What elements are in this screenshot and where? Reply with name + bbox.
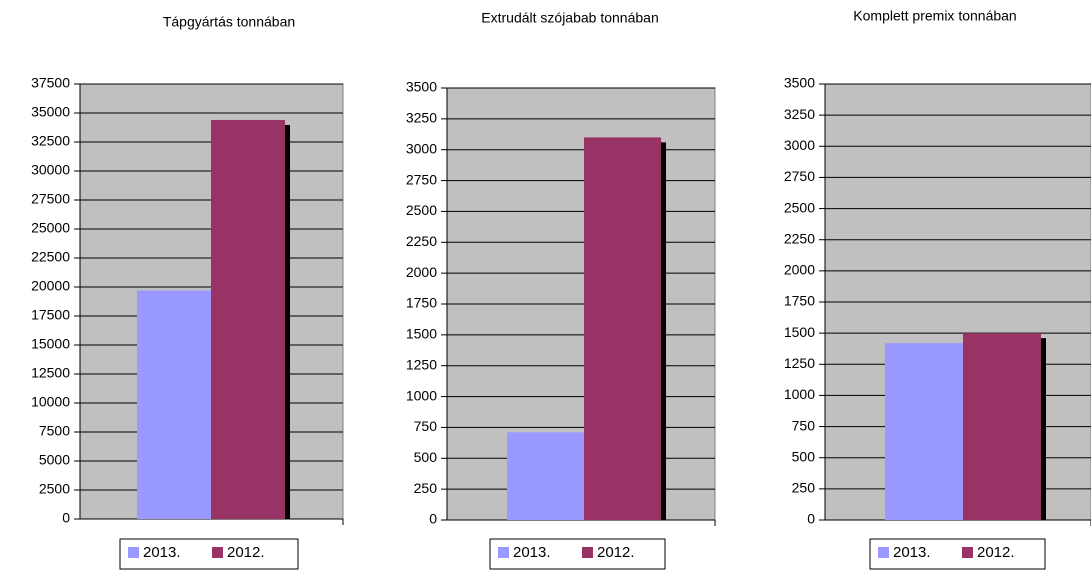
y-tick-label: 27500 xyxy=(31,191,70,207)
chart-title: Extrudált szójabab tonnában xyxy=(481,10,658,26)
y-tick-label: 32500 xyxy=(31,133,70,149)
legend-label: 2013. xyxy=(143,544,181,561)
y-tick-label: 35000 xyxy=(31,104,70,120)
y-tick-label: 1750 xyxy=(784,293,815,309)
bar xyxy=(963,333,1041,520)
y-tick-label: 3000 xyxy=(406,140,437,156)
legend-label: 2012. xyxy=(597,544,635,561)
y-tick-label: 0 xyxy=(429,511,437,527)
legend-swatch xyxy=(962,547,973,558)
y-tick-label: 1000 xyxy=(406,387,437,403)
y-tick-label: 500 xyxy=(792,448,816,464)
bar xyxy=(885,343,963,520)
y-tick-label: 3000 xyxy=(784,137,815,153)
bar xyxy=(137,290,211,519)
y-tick-label: 10000 xyxy=(31,394,70,410)
y-tick-label: 7500 xyxy=(39,423,70,439)
y-tick-label: 5000 xyxy=(39,452,70,468)
y-tick-label: 750 xyxy=(414,418,438,434)
y-tick-label: 2750 xyxy=(406,171,437,187)
y-tick-label: 1250 xyxy=(406,356,437,372)
legend xyxy=(489,538,666,570)
y-tick-label: 1000 xyxy=(784,386,815,402)
y-tick-label: 500 xyxy=(414,449,438,465)
y-tick-label: 1500 xyxy=(406,326,437,342)
legend-label: 2013. xyxy=(893,544,931,561)
y-tick-label: 3250 xyxy=(406,110,437,126)
y-tick-label: 3500 xyxy=(406,79,437,95)
y-tick-label: 2000 xyxy=(406,264,437,280)
y-tick-label: 3500 xyxy=(784,75,815,91)
y-tick-label: 0 xyxy=(807,511,815,527)
y-tick-label: 12500 xyxy=(31,365,70,381)
legend-swatch xyxy=(498,547,509,558)
y-tick-label: 2500 xyxy=(784,199,815,215)
y-tick-label: 2000 xyxy=(784,262,815,278)
legend xyxy=(119,538,299,570)
legend xyxy=(869,538,1046,570)
y-tick-label: 2250 xyxy=(784,230,815,246)
y-tick-label: 750 xyxy=(792,417,816,433)
chart-title: Tápgyártás tonnában xyxy=(163,14,295,30)
bar xyxy=(507,432,584,520)
y-tick-label: 2500 xyxy=(406,202,437,218)
legend-label: 2012. xyxy=(977,544,1015,561)
y-tick-label: 250 xyxy=(792,480,816,496)
y-tick-label: 1250 xyxy=(784,355,815,371)
y-tick-label: 20000 xyxy=(31,278,70,294)
legend-swatch xyxy=(212,547,223,558)
y-tick-label: 250 xyxy=(414,480,438,496)
legend-swatch xyxy=(128,547,139,558)
legend-swatch xyxy=(878,547,889,558)
y-tick-label: 2500 xyxy=(39,481,70,497)
y-tick-label: 22500 xyxy=(31,249,70,265)
y-tick-label: 2250 xyxy=(406,233,437,249)
bar xyxy=(211,119,285,520)
bar xyxy=(584,137,661,520)
y-tick-label: 17500 xyxy=(31,307,70,323)
legend-swatch xyxy=(582,547,593,558)
y-tick-label: 15000 xyxy=(31,336,70,352)
y-tick-label: 1750 xyxy=(406,295,437,311)
y-tick-label: 25000 xyxy=(31,220,70,236)
y-tick-label: 37500 xyxy=(31,75,70,91)
y-tick-label: 2750 xyxy=(784,168,815,184)
legend-label: 2012. xyxy=(227,544,265,561)
y-tick-label: 1500 xyxy=(784,324,815,340)
chart-title: Komplett premix tonnában xyxy=(853,8,1016,24)
y-tick-label: 0 xyxy=(62,510,70,526)
y-tick-label: 3250 xyxy=(784,106,815,122)
legend-label: 2013. xyxy=(513,544,551,561)
y-tick-label: 30000 xyxy=(31,162,70,178)
